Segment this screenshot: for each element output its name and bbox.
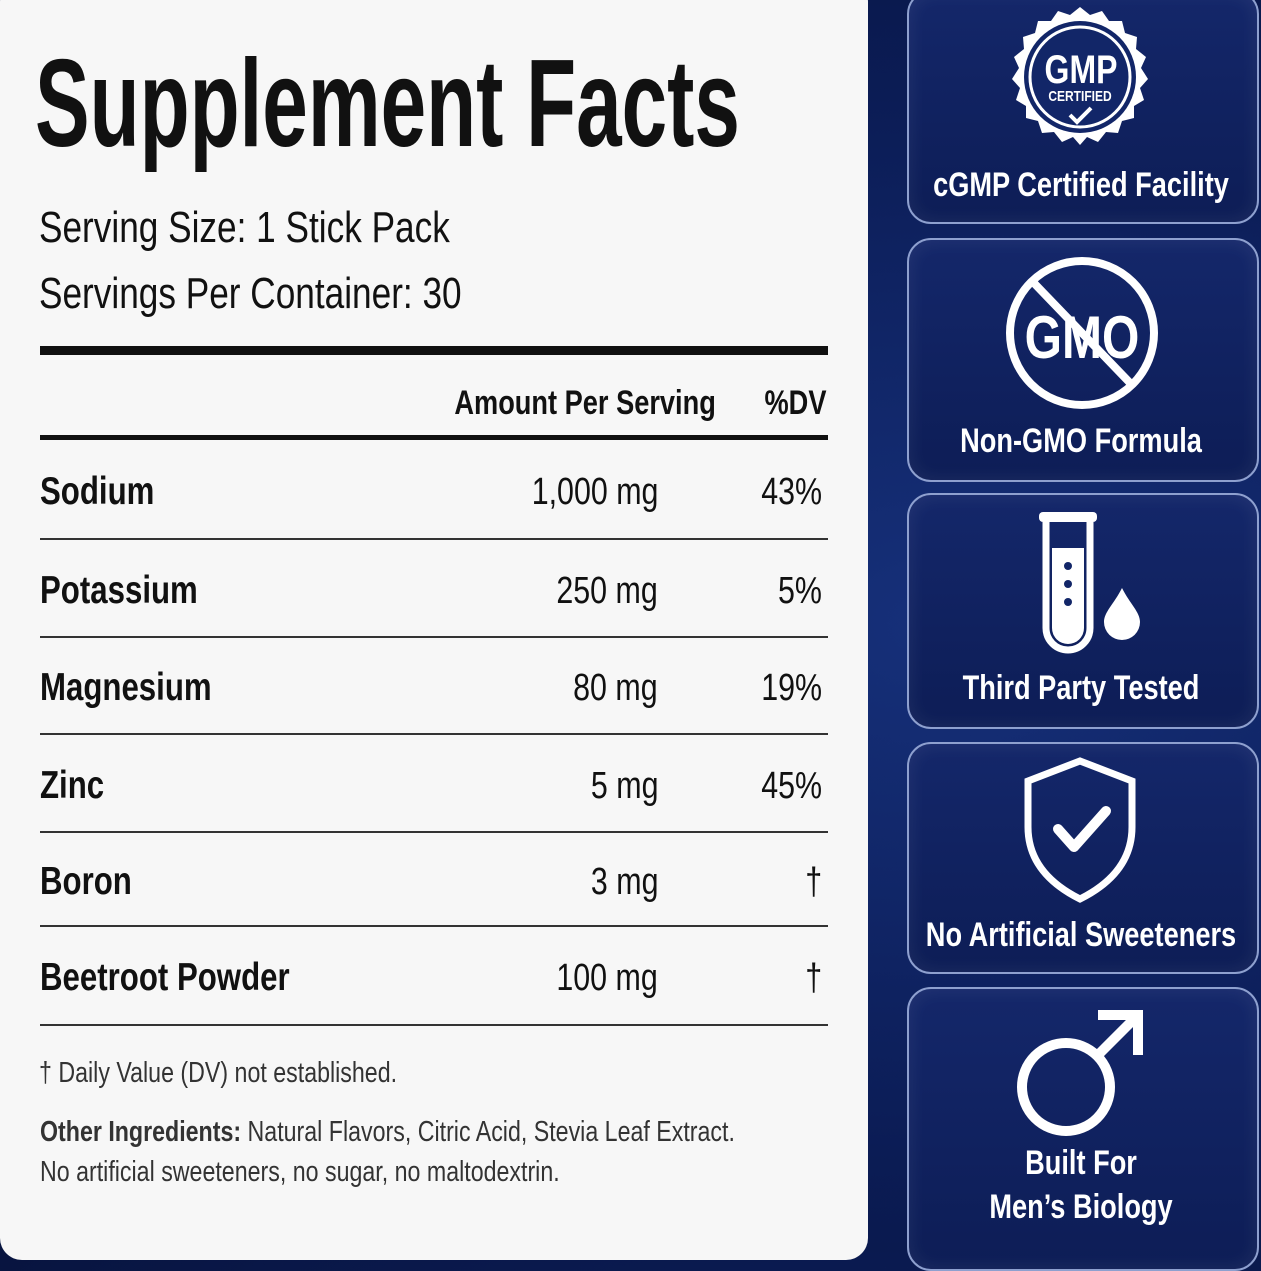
nutrient-name: Potassium (40, 569, 198, 612)
seal-text: GMP (1044, 48, 1118, 92)
row-rule (40, 733, 828, 735)
badge-label: Built For (1025, 1144, 1137, 1182)
nutrient-name: Boron (40, 860, 132, 903)
other-label: Other Ingredients: (40, 1116, 242, 1148)
daily-value: 5% (778, 570, 822, 612)
badge-label: Third Party Tested (962, 669, 1200, 707)
amount: 250 mg (556, 570, 658, 612)
column-header: Amount Per Serving (454, 384, 716, 422)
amount: 3 mg (590, 861, 658, 903)
amount: 5 mg (590, 765, 658, 807)
badge-label: No Artificial Sweeteners (925, 916, 1237, 954)
amount: 80 mg (573, 667, 659, 709)
serving-size: Serving Size: 1 Stick Pack (39, 203, 450, 252)
badge (907, 238, 1259, 482)
row-rule (40, 1024, 828, 1026)
gmo-text: GMO (1024, 304, 1140, 371)
other-text: Natural Flavors, Citric Acid, Stevia Lea… (247, 1116, 735, 1148)
row-rule (40, 925, 828, 927)
title: Supplement Facts (35, 35, 740, 173)
row-rule (40, 636, 828, 638)
test-tube-icon (1039, 512, 1140, 654)
row-rule (40, 831, 828, 833)
daily-value: † (805, 957, 822, 999)
nutrient-name: Sodium (40, 470, 155, 513)
row-rule (40, 538, 828, 540)
footnote: † Daily Value (DV) not established. (39, 1057, 398, 1089)
amount: 100 mg (556, 957, 658, 999)
gmp-seal (1012, 7, 1148, 145)
column-header: %DV (764, 384, 826, 422)
nutrient-name: Magnesium (40, 666, 212, 709)
daily-value: 43% (761, 471, 822, 513)
other-note: No artificial sweeteners, no sugar, no m… (40, 1156, 560, 1188)
nutrient-name: Beetroot Powder (40, 956, 290, 999)
seal-subtext: CERTIFIED (1048, 88, 1112, 105)
shield-icon (1024, 757, 1136, 903)
daily-value: 19% (761, 667, 822, 709)
daily-value: † (805, 861, 822, 903)
badge-label: Non-GMO Formula (960, 422, 1202, 460)
thick-rule (40, 346, 828, 355)
nutrient-name: Zinc (40, 764, 105, 807)
badge-label: Men’s Biology (989, 1188, 1173, 1226)
facts-panel (0, 0, 868, 1260)
other-ingredients: Other Ingredients: Natural Flavors, Citr… (40, 1118, 735, 1147)
header-rule (40, 435, 828, 440)
badge (907, 742, 1259, 974)
daily-value: 45% (761, 765, 822, 807)
amount: 1,000 mg (531, 471, 658, 513)
no-gmo-icon (1006, 257, 1158, 409)
male-symbol-icon (1017, 1010, 1143, 1136)
badge-label: cGMP Certified Facility (933, 166, 1229, 204)
servings-per-container: Servings Per Container: 30 (39, 269, 462, 318)
